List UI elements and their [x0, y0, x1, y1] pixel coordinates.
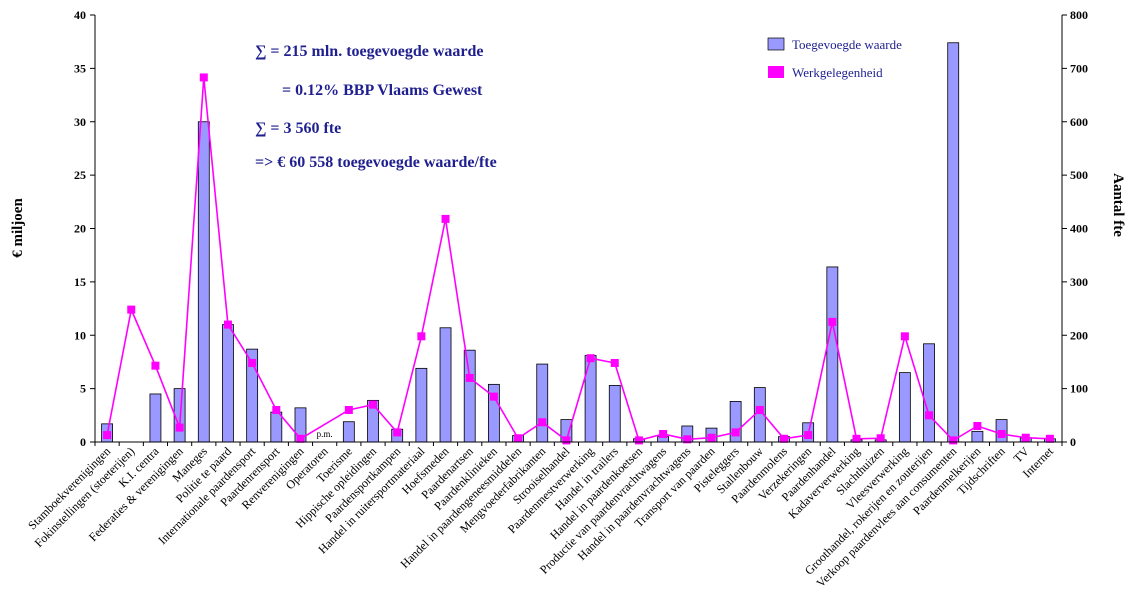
bar [971, 430, 984, 443]
legend: Toegevoegde waarde Werkgelegenheid [767, 37, 902, 80]
bar [270, 411, 283, 443]
y-tick-left-label: 30 [74, 115, 86, 129]
line-point [441, 214, 450, 223]
axes: 0510152025303540010020030040050060070080… [74, 8, 1088, 449]
bar [463, 349, 476, 443]
bar [826, 266, 839, 443]
y-tick-right-label: 700 [1070, 61, 1088, 75]
line-point [175, 423, 184, 432]
line-point [755, 405, 764, 414]
annotation-3: ∑ = 3 560 fte [255, 120, 341, 137]
legend-swatch-line [768, 66, 784, 78]
line-point [103, 431, 112, 440]
line-point [489, 392, 498, 401]
line-point [828, 317, 837, 326]
y-axis-right-title: Aantal fte [1110, 173, 1126, 237]
y-tick-right-label: 600 [1070, 115, 1088, 129]
line-point [223, 320, 232, 329]
bar [149, 393, 162, 443]
y-tick-right-label: 0 [1070, 435, 1076, 449]
line-point [1045, 434, 1054, 443]
line-point [683, 435, 692, 444]
y-axis-left-title: € miljoen [10, 198, 26, 258]
line-point [296, 434, 305, 443]
y-tick-left-label: 0 [80, 435, 86, 449]
line-point [900, 332, 909, 341]
bar [415, 367, 428, 443]
y-tick-left-label: 20 [74, 222, 86, 236]
line-point [272, 405, 281, 414]
line-point [804, 431, 813, 440]
y-tick-left-label: 25 [74, 168, 86, 182]
annotation-2: = 0.12% BBP Vlaams Gewest [282, 82, 483, 99]
y-tick-left-label: 10 [74, 328, 86, 342]
line-point [562, 436, 571, 445]
bar [923, 343, 935, 443]
line-point [417, 332, 426, 341]
annotation-1: ∑ = 215 mln. toegevoegde waarde [255, 43, 483, 60]
legend-label-line: Werkgelegenheid [792, 65, 883, 80]
line-point [925, 411, 934, 420]
x-tick-label: Fokinstellingen (stoeterijen) [32, 444, 138, 550]
line-point [538, 418, 547, 427]
line-point [344, 405, 353, 414]
category-labels: p.m.StamboekverenigingenFokinstellingen … [25, 429, 1056, 590]
bar [608, 385, 621, 443]
line-point [1021, 433, 1030, 442]
line-point [369, 400, 378, 409]
y-tick-right-label: 400 [1070, 222, 1088, 236]
bar [342, 421, 355, 443]
y-tick-right-label: 500 [1070, 168, 1088, 182]
bar [222, 324, 234, 443]
line-point [634, 436, 643, 445]
line-point [659, 429, 668, 438]
y-tick-right-label: 300 [1070, 275, 1088, 289]
line-point [199, 73, 208, 82]
line-point [586, 354, 595, 363]
y-tick-left-label: 40 [74, 8, 86, 22]
line-point [731, 428, 740, 437]
line-point [610, 359, 619, 368]
legend-swatch-bar [767, 37, 785, 51]
y-tick-left-label: 15 [74, 275, 86, 289]
line-point [876, 434, 885, 443]
line-point [949, 436, 958, 445]
line-series [103, 73, 1054, 445]
line-point [973, 421, 982, 430]
pm-label: p.m. [317, 429, 333, 439]
y-tick-left-label: 5 [80, 382, 86, 396]
line-point [393, 428, 402, 437]
line-point [465, 373, 474, 382]
annotation-4: => € 60 558 toegevoegde waarde/fte [255, 154, 497, 171]
line-point [514, 434, 523, 443]
y-tick-right-label: 200 [1070, 328, 1088, 342]
y-tick-right-label: 100 [1070, 382, 1088, 396]
bar [536, 363, 549, 443]
line-point [707, 433, 716, 442]
line-point [779, 434, 788, 443]
bar [439, 327, 452, 443]
bar [197, 121, 210, 443]
y-tick-right-label: 800 [1070, 8, 1088, 22]
bar [173, 388, 186, 443]
legend-label-bar: Toegevoegde waarde [792, 37, 902, 52]
bar [947, 42, 960, 443]
line-point [997, 429, 1006, 438]
bars-series [101, 42, 1056, 443]
line-point [248, 359, 257, 368]
line-point [127, 305, 136, 314]
bar [898, 372, 911, 443]
line-point [151, 361, 160, 370]
line-point [852, 434, 861, 443]
y-tick-left-label: 35 [74, 61, 86, 75]
